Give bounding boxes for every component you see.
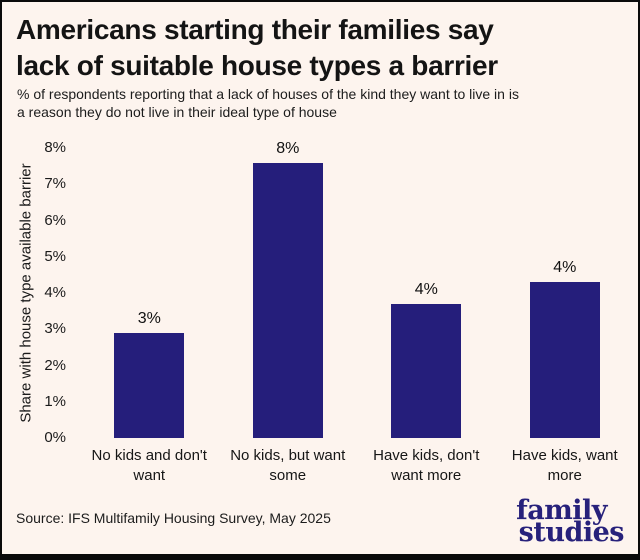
y-axis-ticks: 0% 1% 2% 3% 4% 5% 6% 7% 8% — [2, 139, 66, 446]
y-tick-label: 6% — [44, 211, 66, 229]
bar-value-label: 3% — [137, 309, 161, 327]
chart-subtitle-line-1: % of respondents reporting that a lack o… — [17, 86, 519, 102]
chart-title-line-1: Americans starting their families say — [16, 14, 494, 45]
chart-subtitle: % of respondents reporting that a lack o… — [17, 85, 632, 121]
plot-area: 3% 8% 4% 4% — [80, 140, 634, 438]
x-category-label: Have kids, don't want more — [373, 447, 480, 484]
bar — [252, 162, 323, 438]
y-tick-label: 0% — [44, 429, 66, 446]
y-tick-label: 2% — [44, 356, 66, 374]
chart-title: Americans starting their families say la… — [16, 12, 626, 85]
chart-title-line-2: lack of suitable house types a barrier — [16, 50, 498, 82]
logo-line-2: studies — [518, 517, 625, 549]
source-note: Source: IFS Multifamily Housing Survey, … — [16, 510, 331, 526]
y-tick-label: 7% — [44, 175, 66, 193]
bar — [529, 282, 600, 438]
y-tick-label: 3% — [44, 320, 66, 338]
y-tick-label: 4% — [44, 284, 66, 301]
x-category-label: No kids and don't want — [91, 447, 207, 484]
x-category-label: No kids, but want some — [230, 447, 346, 484]
family-studies-logo: family studies — [516, 495, 625, 549]
bar — [114, 332, 185, 438]
x-axis-labels: No kids and don't want No kids, but want … — [80, 446, 634, 490]
y-tick-label: 8% — [44, 139, 66, 156]
logo-line-1: family — [516, 495, 607, 526]
y-tick-label: 5% — [44, 247, 66, 265]
bar — [391, 303, 462, 438]
bar-value-label: 4% — [414, 280, 438, 298]
chart-subtitle-line-2: a reason they do not live in their ideal… — [17, 104, 337, 121]
y-tick-label: 1% — [44, 392, 66, 410]
bar-value-label: 4% — [553, 259, 577, 277]
bar-value-label: 8% — [276, 139, 300, 157]
x-category-label: Have kids, want more — [511, 447, 618, 484]
